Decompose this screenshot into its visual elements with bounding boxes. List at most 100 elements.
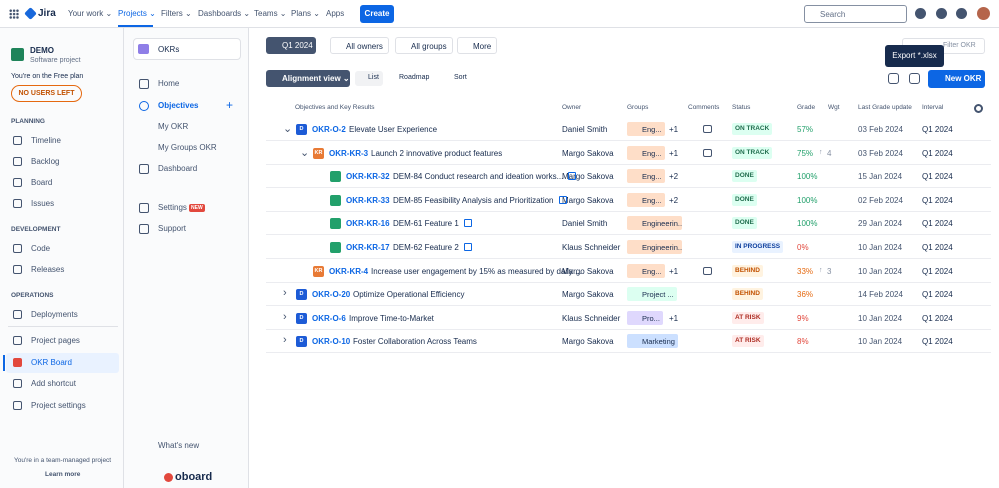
roadmap-button[interactable]: Roadmap xyxy=(399,74,430,81)
owner: Klaus Schneider xyxy=(562,243,621,252)
app-nav-item[interactable]: Objectives xyxy=(158,101,199,110)
item-title[interactable]: DEM-62 Feature 2 xyxy=(393,243,459,252)
nav-icon xyxy=(13,199,22,208)
sidebar-item[interactable]: Board xyxy=(31,178,53,187)
link-icon[interactable] xyxy=(464,243,472,251)
expand-toggle[interactable]: › xyxy=(283,334,287,347)
view-button[interactable]: Alignment view ⌄ xyxy=(266,70,350,87)
learn-more[interactable]: Learn more xyxy=(45,471,81,478)
nav-item[interactable]: Your work ⌄ xyxy=(68,9,113,18)
item-key[interactable]: OKR-O-10 xyxy=(312,337,351,347)
item-title[interactable]: DEM-61 Feature 1 xyxy=(393,219,459,229)
sidebar-item[interactable]: Project pages xyxy=(31,336,80,345)
comment-icon[interactable] xyxy=(703,148,712,157)
expand-toggle[interactable]: › xyxy=(283,310,287,323)
expand-toggle[interactable]: ⌄ xyxy=(283,123,293,135)
sidebar-item[interactable]: Issues xyxy=(31,199,55,208)
nav-item[interactable]: Apps xyxy=(326,9,345,18)
sidebar-item[interactable]: Project settings xyxy=(31,400,86,410)
item-key[interactable]: OKR-KR-32 xyxy=(346,172,390,182)
nav-item[interactable]: Filters ⌄ xyxy=(161,9,192,18)
app-nav-item[interactable]: Settings xyxy=(158,203,187,212)
list-button[interactable]: List xyxy=(355,71,383,86)
item-key[interactable]: OKR-KR-3 xyxy=(329,148,369,158)
period-button[interactable]: Q1 2024 xyxy=(266,37,316,54)
top-nav xyxy=(0,0,999,28)
nav-item[interactable]: Teams ⌄ xyxy=(254,9,287,18)
last-update: 10 Jan 2024 xyxy=(858,337,903,347)
search-box[interactable]: Search xyxy=(804,5,907,23)
new-okr-button[interactable]: New OKR xyxy=(928,70,985,88)
interval: Q1 2024 xyxy=(922,172,953,182)
expand-toggle[interactable]: ⌄ xyxy=(300,146,310,159)
link-icon[interactable] xyxy=(464,219,472,228)
item-key[interactable]: OKR-KR-16 xyxy=(346,219,390,229)
app-nav-item[interactable]: My OKR xyxy=(158,122,189,131)
sidebar-item[interactable]: OKR Board xyxy=(31,357,72,367)
item-key[interactable]: OKR-O-2 xyxy=(312,125,346,134)
status-lozenge: BEHIND xyxy=(732,288,763,301)
nav-icon[interactable] xyxy=(956,8,967,19)
status-lozenge: AT RISK xyxy=(732,311,764,324)
link-icon[interactable] xyxy=(568,172,576,181)
sidebar-item[interactable]: Timeline xyxy=(31,136,61,145)
product-name[interactable]: Jira xyxy=(38,8,56,19)
link-icon[interactable] xyxy=(559,195,567,204)
tool-icon[interactable] xyxy=(909,73,920,84)
item-title[interactable]: Elevate User Experience xyxy=(349,125,438,134)
sidebar-item[interactable]: Backlog xyxy=(31,157,60,166)
app-switcher[interactable] xyxy=(9,9,19,19)
grade: 8% xyxy=(797,337,809,347)
filter-button[interactable]: All owners xyxy=(330,37,389,54)
group-extra: +1 xyxy=(669,313,679,323)
tool-icon[interactable] xyxy=(888,73,899,84)
row-line xyxy=(266,328,991,330)
item-key[interactable]: OKR-KR-17 xyxy=(346,243,390,252)
nav-icon[interactable] xyxy=(915,8,926,19)
settings-icon[interactable] xyxy=(974,104,983,113)
plus[interactable]: + xyxy=(226,98,234,112)
sort-button[interactable]: Sort xyxy=(454,74,467,81)
app-nav-item[interactable]: Home xyxy=(158,79,180,88)
app-nav xyxy=(124,28,249,488)
interval: Q1 2024 xyxy=(922,337,953,347)
nav-icon xyxy=(13,336,22,345)
status-lozenge: IN PROGRESS xyxy=(732,241,784,253)
sidebar-item[interactable]: Code xyxy=(31,244,51,253)
item-key[interactable]: OKR-O-20 xyxy=(312,290,351,300)
comment-icon[interactable] xyxy=(703,125,712,133)
sidebar-item[interactable]: Releases xyxy=(31,265,65,274)
nav-item[interactable]: Projects ⌄ xyxy=(118,9,156,18)
filter-button[interactable]: More xyxy=(457,37,498,54)
interval: Q1 2024 xyxy=(922,125,953,134)
nav-item[interactable]: Dashboards ⌄ xyxy=(198,9,251,18)
item-key[interactable]: OKR-KR-33 xyxy=(346,195,390,205)
group-chip: Eng... xyxy=(627,145,665,160)
change-arrow: ↑ xyxy=(819,266,823,274)
group-chip: Engineerin... xyxy=(627,240,682,254)
app-nav-item[interactable]: My Groups OKR xyxy=(158,143,217,152)
item-title[interactable]: Optimize Operational Efficiency xyxy=(353,290,465,300)
whats-new[interactable]: What's new xyxy=(158,441,200,450)
expand-toggle[interactable]: › xyxy=(283,287,287,300)
sidebar-item[interactable]: Deployments xyxy=(31,310,78,319)
app-nav-item[interactable]: Dashboard xyxy=(158,164,198,173)
item-title[interactable]: DEM-85 Feasibility Analysis and Prioriti… xyxy=(393,195,554,205)
avatar[interactable] xyxy=(977,7,990,20)
nav-icon[interactable] xyxy=(936,8,947,19)
item-title[interactable]: Launch 2 innovative product features xyxy=(371,148,503,158)
create-button[interactable]: Create xyxy=(360,5,394,23)
item-key[interactable]: OKR-O-6 xyxy=(312,313,346,323)
filter-button[interactable]: All groups xyxy=(395,37,453,54)
sidebar-item[interactable]: Add shortcut xyxy=(31,379,76,388)
users-button[interactable]: NO USERS LEFT xyxy=(11,85,82,102)
nav-item[interactable]: Plans ⌄ xyxy=(291,9,320,18)
item-title[interactable]: Improve Time-to-Market xyxy=(349,313,434,323)
item-title[interactable]: DEM-84 Conduct research and ideation wor… xyxy=(393,172,564,182)
item-title[interactable]: Increase user engagement by 15% as measu… xyxy=(371,266,582,276)
item-key[interactable]: OKR-KR-4 xyxy=(329,266,369,276)
item-title[interactable]: Foster Collaboration Across Teams xyxy=(353,337,477,347)
comment-icon[interactable] xyxy=(703,266,712,275)
app-nav-item[interactable]: Support xyxy=(158,224,187,233)
app-select[interactable] xyxy=(133,38,241,60)
